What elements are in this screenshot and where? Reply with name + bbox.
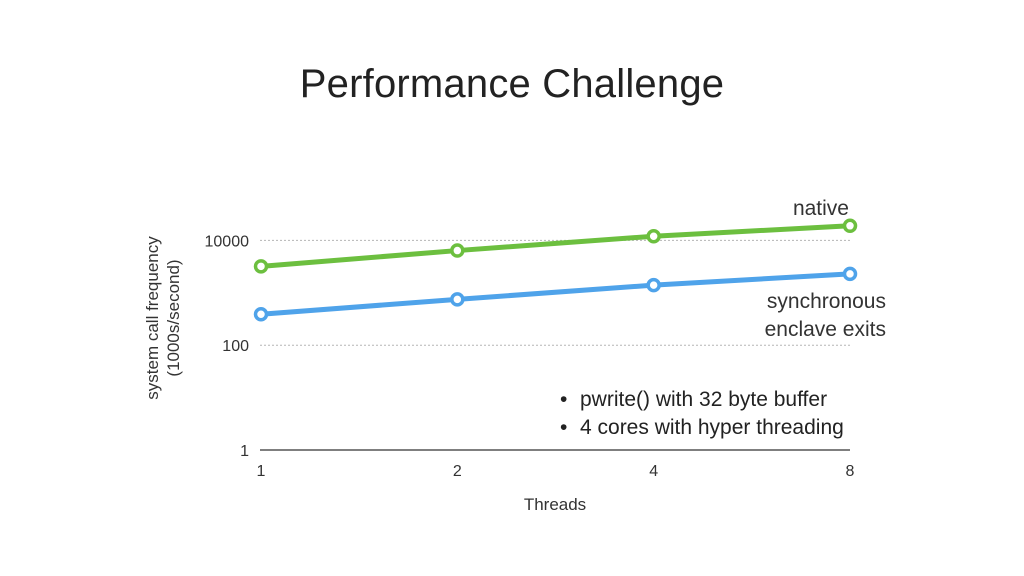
data-point xyxy=(253,306,269,322)
data-point xyxy=(253,259,269,274)
y-tick-label: 100 xyxy=(222,338,249,355)
annotation-item: • 4 cores with hyper threading xyxy=(560,416,844,439)
series-label-synchronous-line-2: enclave exits xyxy=(765,318,886,341)
bullet-icon: • xyxy=(560,416,567,439)
x-tick-label: 4 xyxy=(649,463,658,480)
data-point xyxy=(842,218,858,234)
series-native xyxy=(253,218,858,274)
series-line xyxy=(260,271,851,317)
annotation-list: • pwrite() with 32 byte buffer • 4 cores… xyxy=(560,388,844,439)
series-label-native: native xyxy=(793,197,849,220)
y-axis-label-line-1: system call frequency xyxy=(143,236,162,400)
x-tick-label: 1 xyxy=(257,463,266,480)
annotation-item: • pwrite() with 32 byte buffer xyxy=(560,388,827,411)
series-label-synchronous-line-1: synchronous xyxy=(767,290,886,313)
series-layer xyxy=(253,218,858,322)
x-tick-label: 2 xyxy=(453,463,462,480)
y-tick-labels: 1 100 10000 xyxy=(205,233,250,460)
annotation-text: 4 cores with hyper threading xyxy=(580,416,844,439)
y-tick-label: 10000 xyxy=(205,233,250,250)
y-axis-label-line-2: (1000s/second) xyxy=(164,259,183,376)
y-axis-label: system call frequency (1000s/second) xyxy=(143,236,183,400)
x-tick-labels: 1 2 4 8 xyxy=(257,463,855,480)
data-point xyxy=(450,243,465,258)
y-tick-label: 1 xyxy=(240,443,249,460)
series-line xyxy=(260,223,851,269)
series-label-native-line-1: native xyxy=(793,197,849,220)
annotation-text: pwrite() with 32 byte buffer xyxy=(580,388,827,411)
bullet-icon: • xyxy=(560,388,567,411)
data-point xyxy=(646,277,661,293)
x-axis-label: Threads xyxy=(524,495,586,514)
data-point xyxy=(450,292,465,307)
slide-title: Performance Challenge xyxy=(299,62,725,106)
x-tick-label: 8 xyxy=(846,463,855,480)
series-synchronous xyxy=(253,266,858,322)
data-point xyxy=(842,266,858,282)
data-point xyxy=(646,229,661,244)
series-label-synchronous: synchronous enclave exits xyxy=(765,290,886,341)
